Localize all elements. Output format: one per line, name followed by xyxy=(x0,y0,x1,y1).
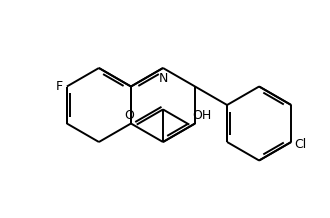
Text: N: N xyxy=(158,72,168,85)
Text: OH: OH xyxy=(192,109,212,122)
Text: O: O xyxy=(124,109,134,122)
Text: F: F xyxy=(56,80,63,93)
Text: Cl: Cl xyxy=(294,138,307,150)
